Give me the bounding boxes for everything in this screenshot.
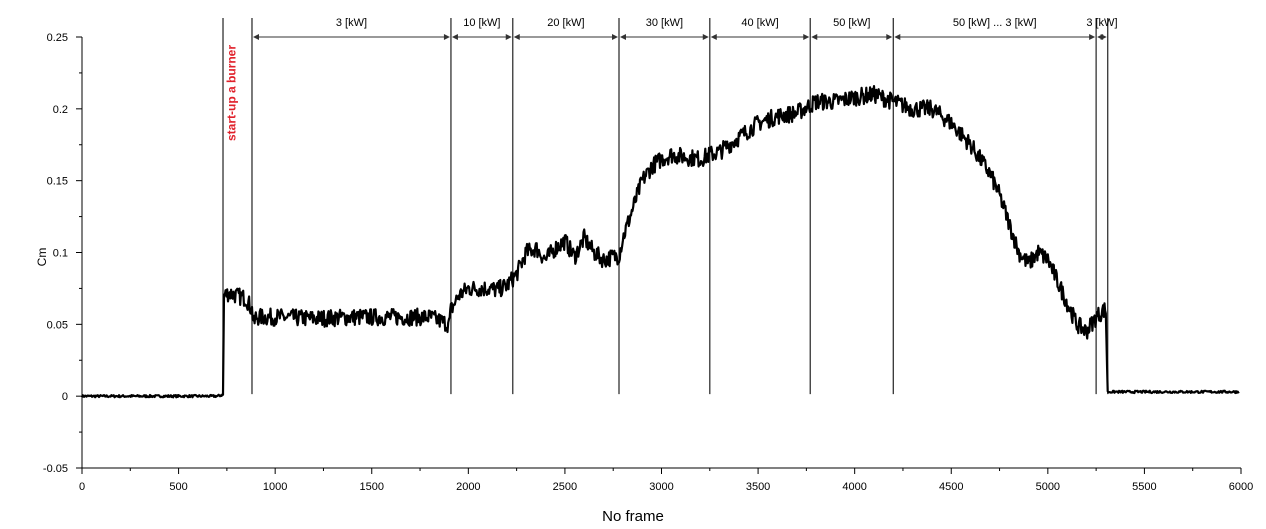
x-tick-label: 5000 (1036, 481, 1060, 493)
y-tick-label: 0.05 (47, 319, 68, 331)
chart: -0.05 0 0.05 0.1 0.15 0.2 0.25 0 500 1000 1500 2000… (35, 17, 1253, 493)
x-tick-label: 4000 (842, 481, 866, 493)
x-tick-label: 3000 (649, 481, 673, 493)
segment-arrowhead-right (1100, 34, 1107, 40)
x-tick-label: 0 (79, 481, 85, 493)
x-tick-label: 1500 (360, 481, 384, 493)
x-tick-label: 6000 (1229, 481, 1253, 493)
segment-label: 40 [kW] (741, 17, 778, 29)
segment-arrowhead-left (710, 34, 717, 40)
segment-arrowhead-right (1089, 34, 1096, 40)
segment-labels: 3 [kW] 10 [kW] 20 [kW] 30 [kW] 40 [kW] 50 [kW… (252, 17, 1118, 40)
segment-arrowhead-right (612, 34, 619, 40)
segment-arrowhead-left (451, 34, 458, 40)
y-axis-label: Cm (35, 248, 49, 267)
x-tick-label: 1000 (263, 481, 287, 493)
segment-arrowhead-right (443, 34, 450, 40)
segment-label: 3 [kW] (1086, 17, 1117, 29)
segment-arrowhead-right (505, 34, 512, 40)
segment-arrowhead-left (894, 34, 901, 40)
y-tick-label: 0 (62, 391, 68, 403)
segment-label: 50 [kW] ... 3 [kW] (953, 17, 1037, 29)
figure-caption: No frame (602, 508, 664, 525)
segment-label: 10 [kW] (463, 17, 500, 29)
segment-arrowhead-right (886, 34, 893, 40)
x-tick-label: 500 (169, 481, 187, 493)
segment-label: 20 [kW] (547, 17, 584, 29)
x-tick-label: 2500 (553, 481, 577, 493)
y-tick-label: 0.15 (47, 176, 68, 188)
segment-label: 50 [kW] (833, 17, 870, 29)
segment-arrowhead-left (513, 34, 520, 40)
segment-arrowhead-left (811, 34, 818, 40)
x-tick-label: 2000 (456, 481, 480, 493)
segment-label: 30 [kW] (646, 17, 683, 29)
axes: -0.05 0 0.05 0.1 0.15 0.2 0.25 0 500 1000 1500 2000… (43, 32, 1253, 493)
y-tick-label: -0.05 (43, 463, 68, 475)
segment-arrowhead-right (803, 34, 810, 40)
boundary-lines (222, 18, 1109, 395)
x-tick-label: 4500 (939, 481, 963, 493)
segment-label: 3 [kW] (336, 17, 367, 29)
y-tick-label: 0.1 (53, 248, 68, 260)
y-tick-label: 0.25 (47, 32, 68, 44)
series-line (80, 84, 1240, 399)
x-tick-label: 3500 (746, 481, 770, 493)
startup-annotation: start-up a burner (225, 45, 239, 141)
segment-arrowhead-left (252, 34, 259, 40)
segment-arrowhead-left (620, 34, 627, 40)
y-tick-label: 0.2 (53, 104, 68, 116)
x-tick-label: 5500 (1132, 481, 1156, 493)
segment-arrowhead-right (702, 34, 709, 40)
